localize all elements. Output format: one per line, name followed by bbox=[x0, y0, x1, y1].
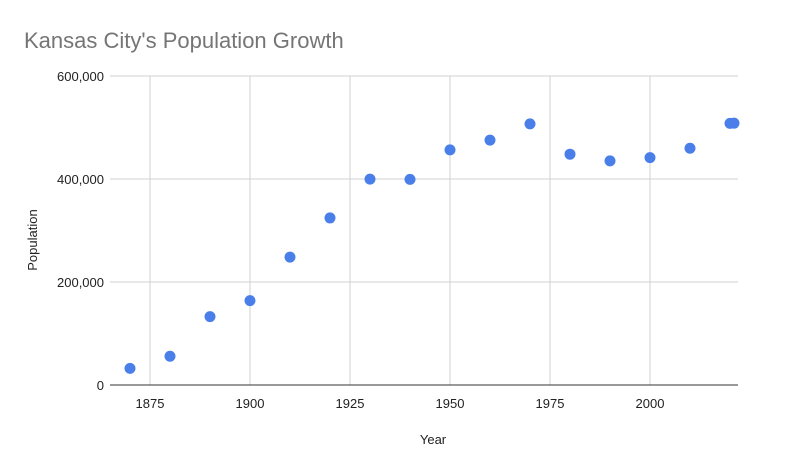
data-point bbox=[564, 148, 576, 160]
y-tick-label: 200,000 bbox=[57, 275, 104, 290]
y-tick-label: 0 bbox=[97, 378, 104, 393]
x-axis-label: Year bbox=[420, 432, 447, 447]
data-point bbox=[728, 117, 740, 129]
x-tick-label: 1975 bbox=[536, 396, 565, 411]
y-tick-label: 400,000 bbox=[57, 172, 104, 187]
x-tick-label: 2000 bbox=[636, 396, 665, 411]
data-point bbox=[684, 142, 696, 154]
data-point bbox=[164, 350, 176, 362]
data-point bbox=[444, 144, 456, 156]
data-point bbox=[284, 251, 296, 263]
data-point bbox=[524, 118, 536, 130]
x-tick-label: 1900 bbox=[236, 396, 265, 411]
data-point bbox=[604, 155, 616, 167]
y-axis-label: Population bbox=[25, 209, 40, 270]
data-point bbox=[364, 173, 376, 185]
x-tick-label: 1925 bbox=[336, 396, 365, 411]
data-point bbox=[484, 134, 496, 146]
data-point bbox=[644, 152, 656, 164]
y-tick-label: 600,000 bbox=[57, 69, 104, 84]
data-point bbox=[124, 362, 136, 374]
x-tick-label: 1875 bbox=[136, 396, 165, 411]
data-point bbox=[404, 173, 416, 185]
data-point bbox=[244, 295, 256, 307]
data-point bbox=[204, 311, 216, 323]
chart-title: Kansas City's Population Growth bbox=[24, 28, 344, 53]
x-tick-label: 1950 bbox=[436, 396, 465, 411]
data-point bbox=[324, 212, 336, 224]
